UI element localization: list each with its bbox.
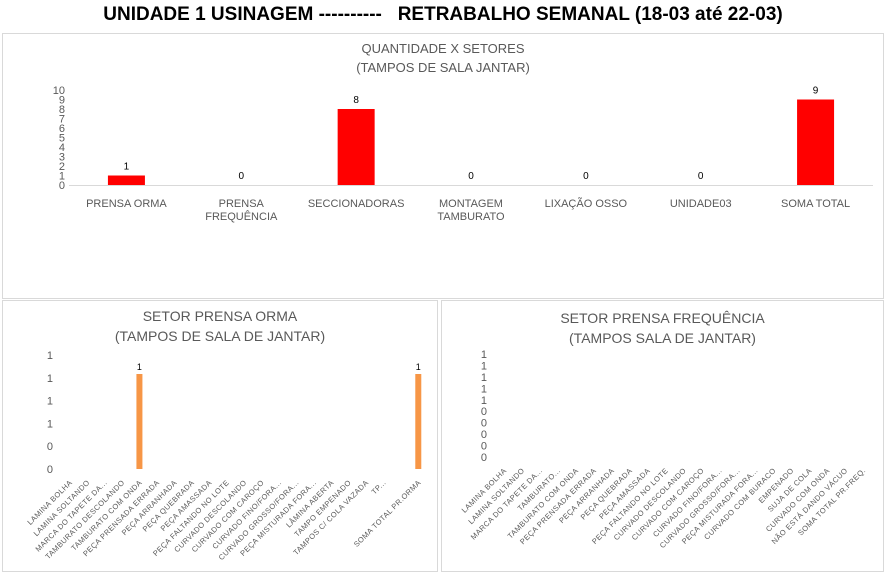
x-tick-label: SOMA TOTAL bbox=[781, 198, 850, 210]
chart-subtitle: (TAMPOS SALA DE JANTAR) bbox=[569, 330, 756, 346]
chart-title: SETOR PRENSA ORMA bbox=[142, 308, 298, 324]
y-tick-label: 8 bbox=[59, 104, 65, 116]
data-label: 9 bbox=[813, 86, 819, 97]
data-label: 1 bbox=[137, 362, 142, 372]
x-tick-label: TP... bbox=[370, 478, 388, 496]
x-tick-label: TAMBURATO bbox=[437, 211, 505, 223]
y-tick-label: 1 bbox=[47, 418, 53, 430]
y-tick-label: 0 bbox=[481, 406, 487, 418]
x-tick-label: PRENSA ORMA bbox=[86, 198, 167, 210]
data-label: 1 bbox=[416, 362, 421, 372]
y-tick-label: 10 bbox=[53, 85, 65, 97]
data-label: 0 bbox=[583, 171, 589, 182]
y-tick-label: 1 bbox=[481, 395, 487, 407]
y-tick-label: 0 bbox=[47, 464, 53, 476]
y-tick-label: 5 bbox=[59, 133, 65, 145]
chart-title: SETOR PRENSA FREQUÊNCIA bbox=[560, 310, 765, 326]
chart-subtitle: (TAMPOS DE SALA JANTAR) bbox=[356, 60, 530, 75]
y-tick-label: 1 bbox=[481, 360, 487, 372]
y-tick-label: 0 bbox=[481, 418, 487, 430]
y-tick-label: 1 bbox=[481, 349, 487, 361]
chart-panel-quantidade-setores: QUANTIDADE X SETORES (TAMPOS DE SALA JAN… bbox=[2, 33, 884, 299]
bar bbox=[415, 374, 422, 469]
x-tick-label: SECCIONADORAS bbox=[308, 198, 405, 210]
y-tick-label: 1 bbox=[481, 383, 487, 395]
chart-subtitle: (TAMPOS DE SALA DE JANTAR) bbox=[114, 328, 326, 344]
bar bbox=[797, 99, 835, 185]
x-tick-label: UNIDADE03 bbox=[670, 198, 732, 210]
bar bbox=[337, 109, 375, 185]
data-label: 0 bbox=[239, 171, 245, 182]
bar bbox=[107, 175, 145, 185]
y-tick-label: 0 bbox=[47, 441, 53, 453]
y-tick-label: 9 bbox=[59, 95, 65, 107]
chart-panel-prensa-orma: SETOR PRENSA ORMA (TAMPOS DE SALA DE JAN… bbox=[2, 300, 438, 572]
y-tick-label: 1 bbox=[481, 372, 487, 384]
y-tick-label: 1 bbox=[47, 373, 53, 385]
y-tick-label: 2 bbox=[59, 161, 65, 173]
y-tick-label: 0 bbox=[481, 429, 487, 441]
data-label: 1 bbox=[124, 162, 130, 173]
page-title: UNIDADE 1 USINAGEM ---------- RETRABALHO… bbox=[103, 4, 783, 25]
y-tick-label: 1 bbox=[47, 396, 53, 408]
x-tick-label: FREQUÊNCIA bbox=[205, 210, 278, 223]
chart-panel-prensa-frequencia: SETOR PRENSA FREQUÊNCIA (TAMPOS SALA DE … bbox=[441, 300, 884, 572]
x-tick-label: PRENSA bbox=[219, 198, 265, 210]
y-tick-label: 1 bbox=[59, 171, 65, 183]
y-tick-label: 6 bbox=[59, 123, 65, 135]
y-tick-label: 0 bbox=[481, 452, 487, 464]
y-tick-label: 0 bbox=[59, 180, 65, 192]
y-tick-label: 1 bbox=[47, 350, 53, 362]
y-tick-label: 0 bbox=[481, 441, 487, 453]
x-tick-label: LIXAÇÃO OSSO bbox=[545, 197, 628, 210]
chart-title: QUANTIDADE X SETORES bbox=[361, 41, 525, 56]
bar bbox=[136, 374, 143, 469]
data-label: 0 bbox=[698, 171, 704, 182]
x-tick-label: MONTAGEM bbox=[439, 198, 503, 210]
y-tick-label: 3 bbox=[59, 152, 65, 164]
y-tick-label: 4 bbox=[59, 142, 65, 154]
data-label: 0 bbox=[468, 171, 474, 182]
y-tick-label: 7 bbox=[59, 114, 65, 126]
data-label: 8 bbox=[353, 95, 359, 106]
